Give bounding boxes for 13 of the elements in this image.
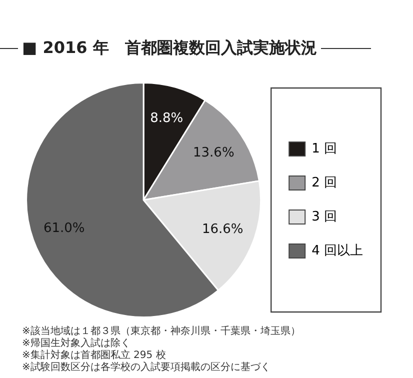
chart-title: ■ 2016 年 首都圏複数回入試実施状況 — [22, 38, 317, 59]
text: ※該当地域は１都３県（東京都・神奈川県・千葉県・埼玉県） — [22, 326, 300, 338]
text: ※集計対象は首都圏私立 295 校 — [22, 350, 167, 362]
data-label: 16.6% — [202, 222, 244, 237]
legend-label: 2 回 — [312, 175, 338, 190]
text: ※試験回数区分は各学校の入試要項掲載の区分に基づく — [22, 362, 272, 374]
data-label: 61.0% — [43, 220, 85, 236]
text: ※帰国生対象入試は除く — [22, 338, 132, 350]
data-label: 8.8% — [150, 111, 184, 126]
legend-label: 1 回 — [312, 141, 338, 156]
legend-label: 3 回 — [312, 209, 338, 224]
data-label: 13.6% — [193, 145, 234, 160]
legend-label: 4 回以上 — [312, 243, 364, 258]
